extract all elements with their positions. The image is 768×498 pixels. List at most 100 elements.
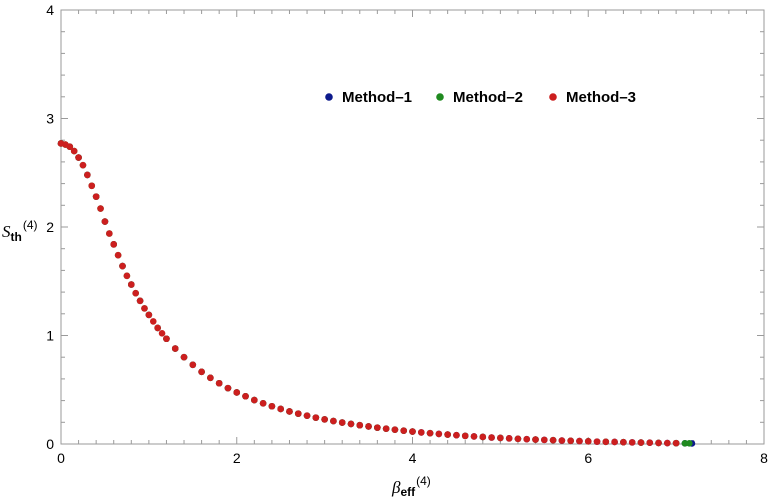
data-point — [303, 412, 311, 419]
data-point — [171, 345, 179, 352]
data-point — [189, 361, 197, 369]
data-point — [294, 410, 302, 417]
legend-label: Method–1 — [342, 89, 412, 106]
legend-marker — [436, 93, 444, 101]
data-point — [567, 437, 574, 445]
data-point — [97, 205, 104, 212]
data-point — [593, 438, 601, 445]
data-point — [128, 281, 135, 288]
y-tick-label: 0 — [46, 436, 54, 452]
data-point — [672, 439, 680, 447]
data-point — [251, 396, 258, 404]
data-point — [549, 436, 557, 444]
y-axis-label-sub: th — [11, 230, 22, 244]
data-point — [461, 432, 469, 440]
data-point — [602, 438, 610, 446]
data-point — [664, 439, 671, 447]
data-point — [242, 392, 249, 400]
series-1 — [57, 140, 696, 447]
data-point — [312, 414, 320, 421]
data-point — [347, 420, 355, 428]
data-point — [132, 289, 139, 297]
data-point — [382, 425, 390, 433]
x-axis-label-sup: (4) — [416, 474, 431, 488]
x-tick-label: 6 — [584, 450, 592, 466]
data-point — [321, 416, 328, 423]
data-point — [106, 230, 113, 237]
data-point — [628, 439, 636, 446]
legend-marker — [325, 93, 333, 101]
data-point — [154, 324, 161, 332]
data-point — [417, 429, 425, 436]
data-point — [620, 438, 627, 446]
x-axis-label: βeff(4) — [391, 474, 431, 498]
y-tick-label: 4 — [46, 2, 54, 18]
data-point — [101, 218, 109, 225]
data-point — [532, 436, 539, 443]
data-point — [541, 436, 548, 444]
legend: Method–1 Method–2 Method–3 — [325, 89, 636, 106]
data-point — [136, 297, 144, 305]
y-tick-label: 3 — [46, 111, 54, 127]
x-axis-label-main: β — [391, 478, 401, 497]
data-point — [523, 435, 531, 443]
y-axis-label-main: S — [2, 222, 11, 241]
data-point — [435, 430, 443, 438]
data-point — [180, 353, 188, 361]
data-point — [277, 405, 284, 413]
x-tick-label: 4 — [409, 450, 417, 466]
y-tick-label: 1 — [46, 328, 54, 344]
data-point — [75, 154, 82, 161]
data-point — [338, 419, 346, 426]
data-point — [158, 330, 166, 337]
data-point — [686, 440, 693, 447]
data-point — [141, 305, 148, 312]
data-point — [149, 318, 157, 325]
data-point — [646, 439, 654, 446]
x-axis-label-sub: eff — [400, 485, 416, 498]
y-axis-label: Sth(4) — [2, 218, 38, 244]
data-point — [88, 182, 96, 190]
legend-marker — [549, 93, 557, 101]
data-point — [409, 428, 416, 435]
data-point — [66, 143, 74, 151]
data-point — [198, 368, 205, 376]
data-point — [259, 400, 267, 407]
data-point — [497, 434, 504, 442]
data-point — [637, 439, 645, 446]
data-point — [391, 426, 399, 433]
data-point — [114, 251, 122, 259]
data-point — [488, 434, 495, 441]
data-point — [119, 262, 126, 270]
data-point — [470, 433, 478, 440]
data-point — [224, 384, 232, 392]
x-tick-label: 8 — [760, 450, 768, 466]
data-point — [356, 421, 364, 429]
y-axis-label-sup: (4) — [23, 218, 38, 232]
data-point — [110, 241, 118, 248]
data-point — [215, 379, 223, 387]
data-point — [576, 437, 583, 445]
data-point — [400, 427, 408, 434]
data-point — [426, 429, 434, 437]
data-point — [611, 438, 618, 446]
axis-tick-labels: 0 2 4 6 8 0 1 2 3 4 — [46, 2, 768, 466]
series-2 — [57, 140, 693, 447]
data-point — [479, 433, 487, 441]
series-3 — [57, 140, 680, 447]
data-point — [84, 171, 91, 179]
data-point — [444, 431, 451, 438]
data-point — [453, 431, 460, 439]
data-point — [145, 311, 153, 319]
data-points — [57, 140, 696, 447]
data-point — [505, 435, 513, 442]
data-point — [330, 417, 337, 425]
x-tick-label: 2 — [233, 450, 241, 466]
data-point — [558, 437, 566, 444]
data-point — [374, 424, 381, 431]
plot-frame — [60, 9, 765, 445]
data-point — [365, 423, 372, 430]
data-point — [207, 374, 214, 382]
